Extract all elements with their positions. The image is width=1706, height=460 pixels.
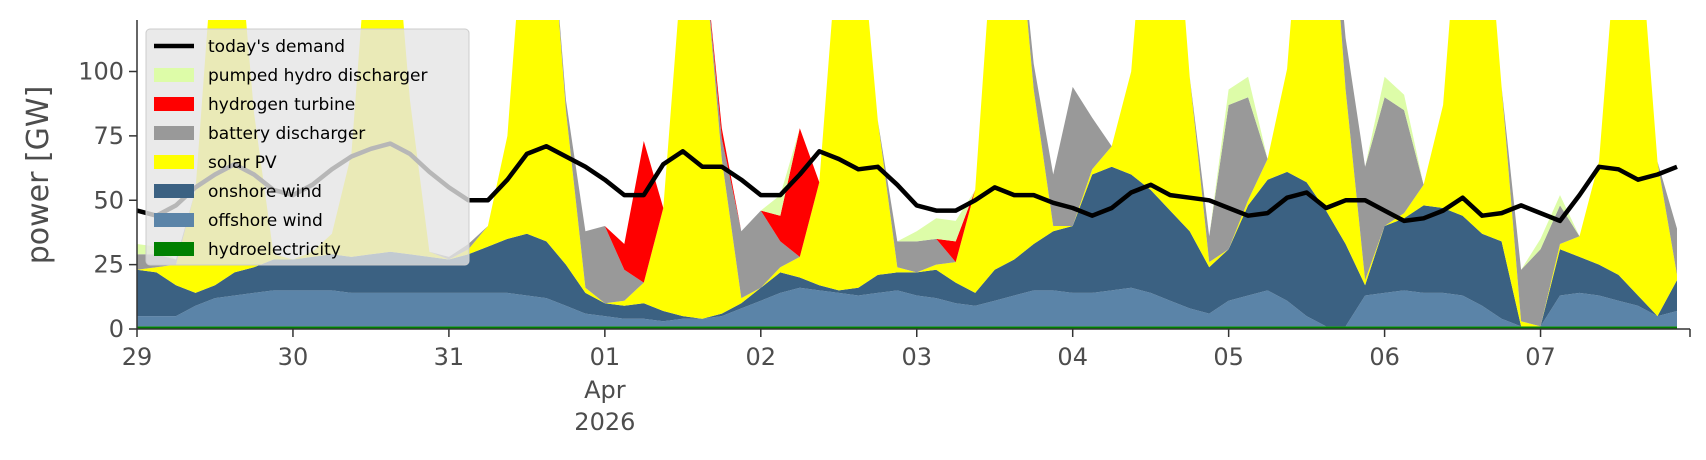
legend-item-solar-pv: solar PV (154, 153, 277, 173)
area-offshore-wind (137, 287, 1677, 327)
y-tick-label: 100 (78, 58, 124, 86)
legend-label: battery discharger (208, 124, 365, 144)
x-tick-sublabel: Apr (584, 376, 626, 404)
y-tick-label: 75 (93, 122, 124, 150)
x-tick-label: 06 (1369, 343, 1400, 371)
legend-item-hydrogen-turbine: hydrogen turbine (154, 95, 355, 115)
legend: today's demand pumped hydro discharger hyd… (145, 28, 470, 266)
legend-frame (145, 28, 470, 266)
legend-item-offshore-wind: offshore wind (154, 211, 323, 231)
legend-item-onshore-wind: onshore wind (154, 182, 322, 202)
legend-swatch (154, 126, 194, 140)
area-series-group (137, 20, 1677, 329)
x-tick-label: 29 (122, 343, 153, 371)
legend-swatch (154, 184, 194, 198)
legend-swatch (154, 155, 194, 169)
x-tick-label: 31 (434, 343, 465, 371)
legend-swatch (154, 97, 194, 111)
axes: 0 25 50 75 100 29 30 31 01 Apr 2026 02 03 04 05 06 07 (78, 20, 1691, 436)
legend-swatch (154, 213, 194, 227)
y-tick-label: 50 (93, 186, 124, 214)
x-tick-label: 07 (1525, 343, 1556, 371)
x-tick-label: 04 (1057, 343, 1088, 371)
x-tick-label: 02 (746, 343, 777, 371)
x-tick-label: 30 (278, 343, 309, 371)
area-battery-discharger (137, 20, 1677, 327)
legend-swatch (154, 242, 194, 256)
y-axis-label: power [GW] (21, 86, 56, 265)
y-tick-label: 0 (109, 315, 124, 343)
legend-label: solar PV (208, 153, 277, 173)
y-tick-label: 25 (93, 251, 124, 279)
legend-label: today's demand (208, 37, 345, 57)
legend-label: offshore wind (208, 211, 323, 231)
x-tick-sublabel: 2026 (574, 408, 635, 436)
x-tick-label: 01 (590, 343, 621, 371)
x-tick-label: 05 (1213, 343, 1244, 371)
legend-label: pumped hydro discharger (208, 66, 427, 86)
x-tick-label: 03 (901, 343, 932, 371)
legend-label: hydroelectricity (208, 240, 341, 260)
legend-swatch (154, 68, 194, 82)
legend-item-battery-discharger: battery discharger (154, 124, 365, 144)
legend-label: hydrogen turbine (208, 95, 355, 115)
legend-item-today-s-demand: today's demand (154, 37, 345, 57)
legend-item-hydroelectricity: hydroelectricity (154, 240, 341, 260)
area-onshore-wind (137, 166, 1677, 327)
legend-item-pumped-hydro-discharger: pumped hydro discharger (154, 66, 427, 86)
area-solar-pv (137, 20, 1677, 327)
legend-label: onshore wind (208, 182, 322, 202)
